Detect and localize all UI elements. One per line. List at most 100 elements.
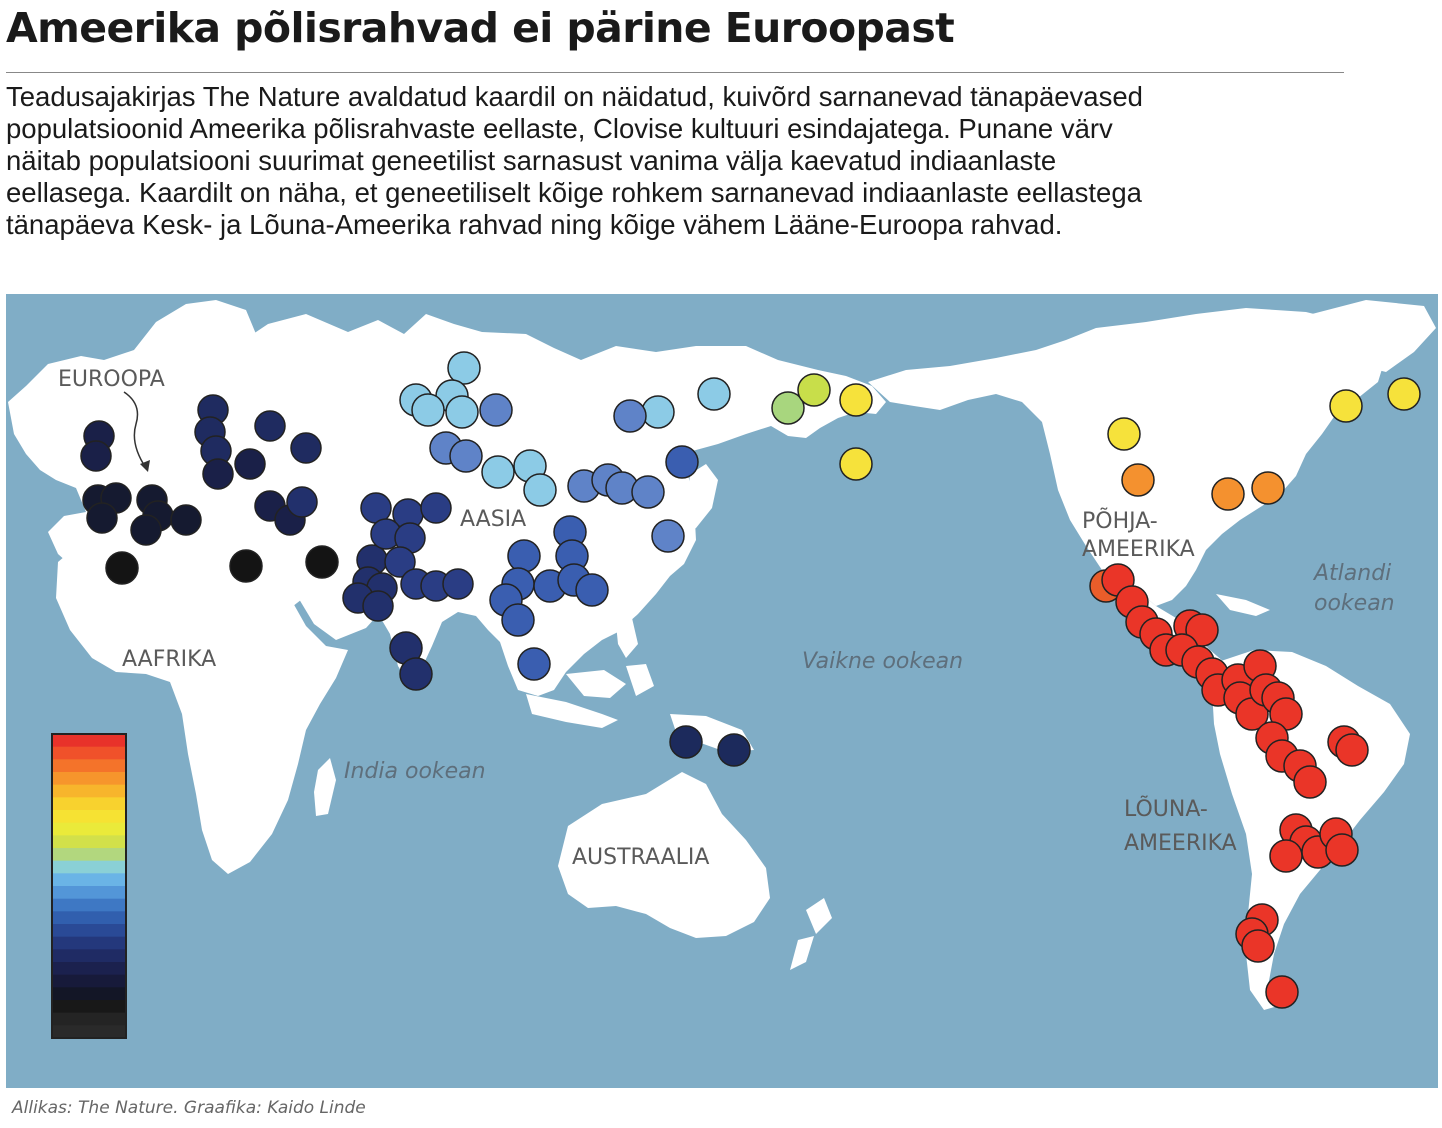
scale-swatch <box>52 746 126 760</box>
greenland <box>1312 300 1436 372</box>
population-dot <box>105 551 139 585</box>
population-dot <box>362 590 394 622</box>
population-dot <box>286 486 318 518</box>
population-dot <box>384 546 416 578</box>
scale-swatch <box>52 772 126 786</box>
population-dot <box>86 502 118 534</box>
label-asia: AASIA <box>460 507 526 532</box>
population-dot <box>80 440 112 472</box>
population-dot <box>501 603 535 637</box>
indonesia-islands <box>526 618 654 728</box>
europe-pointer-arrow <box>123 391 147 469</box>
scandinavia-landmass <box>134 300 256 404</box>
label-south-america-2: AMEERIKA <box>1124 831 1237 856</box>
caribbean-islands <box>1216 594 1270 616</box>
label-europe: EUROOPA <box>58 367 165 392</box>
label-atlantic-ocean-2: ookean <box>1314 591 1395 616</box>
population-dot <box>442 568 474 600</box>
population-dot <box>1107 417 1141 451</box>
population-dot <box>771 391 805 425</box>
population-dot <box>399 657 433 691</box>
population-dot <box>1211 477 1245 511</box>
population-dot <box>290 432 322 464</box>
intro-line: tänapäeva Kesk- ja Lõuna-Ameerika rahvad… <box>6 209 1063 240</box>
label-australia: AUSTRAALIA <box>572 845 709 870</box>
scale-swatch <box>52 898 126 912</box>
population-dot <box>1251 471 1285 505</box>
population-dot <box>717 733 751 767</box>
intro-line: Teadusajakirjas The Nature avaldatud kaa… <box>6 81 1143 112</box>
australia-landmass <box>558 772 770 938</box>
label-atlantic-ocean-1: Atlandi <box>1312 561 1391 586</box>
scale-swatch <box>52 873 126 887</box>
world-map: EUROOPA AASIA AAFRIKA AUSTRAALIA PÕHJA- … <box>6 294 1438 1088</box>
label-south-america-1: LÕUNA- <box>1124 795 1208 822</box>
scale-swatch <box>52 835 126 849</box>
population-dot <box>839 383 873 417</box>
source-credit: Allikas: The Nature. Graafika: Kaido Lin… <box>12 1098 366 1118</box>
population-dot <box>1329 389 1363 423</box>
population-dot <box>202 458 234 490</box>
population-dot <box>130 514 162 546</box>
madagascar <box>314 758 336 816</box>
population-dot <box>445 395 479 429</box>
population-dot <box>170 504 202 536</box>
population-dot <box>669 725 703 759</box>
population-dot <box>411 393 445 427</box>
scale-swatch <box>52 848 126 862</box>
population-dot <box>234 448 266 480</box>
population-dot <box>613 399 647 433</box>
scale-swatch <box>52 924 126 938</box>
color-scale-legend <box>51 733 127 1039</box>
scale-swatch <box>52 974 126 988</box>
scale-border <box>51 733 127 1039</box>
scale-swatch <box>52 936 126 950</box>
japan-islands <box>682 464 718 536</box>
population-dot <box>651 519 685 553</box>
population-dot <box>420 492 452 524</box>
scale-swatch <box>52 886 126 900</box>
africa-landmass <box>56 520 348 874</box>
label-pacific-ocean: Vaikne ookean <box>802 649 963 674</box>
scale-swatch <box>52 797 126 811</box>
scale-swatch <box>52 962 126 976</box>
intro-line: eellasega. Kaardilt on näha, et geneetil… <box>6 177 1142 208</box>
scale-swatch <box>52 911 126 925</box>
arabia-landmass <box>274 538 386 640</box>
page-title: Ameerika põlisrahvad ei pärine Euroopast <box>6 4 955 52</box>
population-dot <box>575 573 609 607</box>
population-dot <box>479 393 513 427</box>
population-dot <box>449 439 483 473</box>
scale-swatch <box>52 810 126 824</box>
title-divider <box>6 72 1344 73</box>
population-dot <box>305 545 339 579</box>
population-dot <box>631 475 665 509</box>
population-dot <box>1121 463 1155 497</box>
label-north-america-1: PÕHJA- <box>1082 507 1158 534</box>
intro-line: näitab populatsiooni suurimat geneetilis… <box>6 145 1057 176</box>
population-dot <box>523 473 557 507</box>
population-dot <box>507 539 541 573</box>
population-dot <box>517 647 551 681</box>
new-zealand <box>790 898 832 970</box>
europe-pointer-arrowhead <box>140 460 150 472</box>
population-dot <box>254 410 286 442</box>
population-dot <box>481 455 515 489</box>
label-africa: AAFRIKA <box>122 647 216 672</box>
population-dot <box>697 377 731 411</box>
scale-swatch <box>52 784 126 798</box>
population-dot <box>1293 765 1327 799</box>
scale-swatch <box>52 1000 126 1014</box>
map-svg: EUROOPA AASIA AAFRIKA AUSTRAALIA PÕHJA- … <box>6 294 1438 1088</box>
population-dot <box>1265 975 1299 1009</box>
scale-swatch <box>52 822 126 836</box>
population-dot <box>1325 833 1359 867</box>
scale-swatch <box>52 987 126 1001</box>
scale-swatch <box>52 734 126 748</box>
scale-swatch <box>52 949 126 963</box>
intro-line: populatsioonid Ameerika põlisrahvaste ee… <box>6 113 1113 144</box>
population-dot <box>229 549 263 583</box>
population-dot <box>839 447 873 481</box>
population-dot <box>1387 377 1421 411</box>
population-dot <box>641 395 675 429</box>
